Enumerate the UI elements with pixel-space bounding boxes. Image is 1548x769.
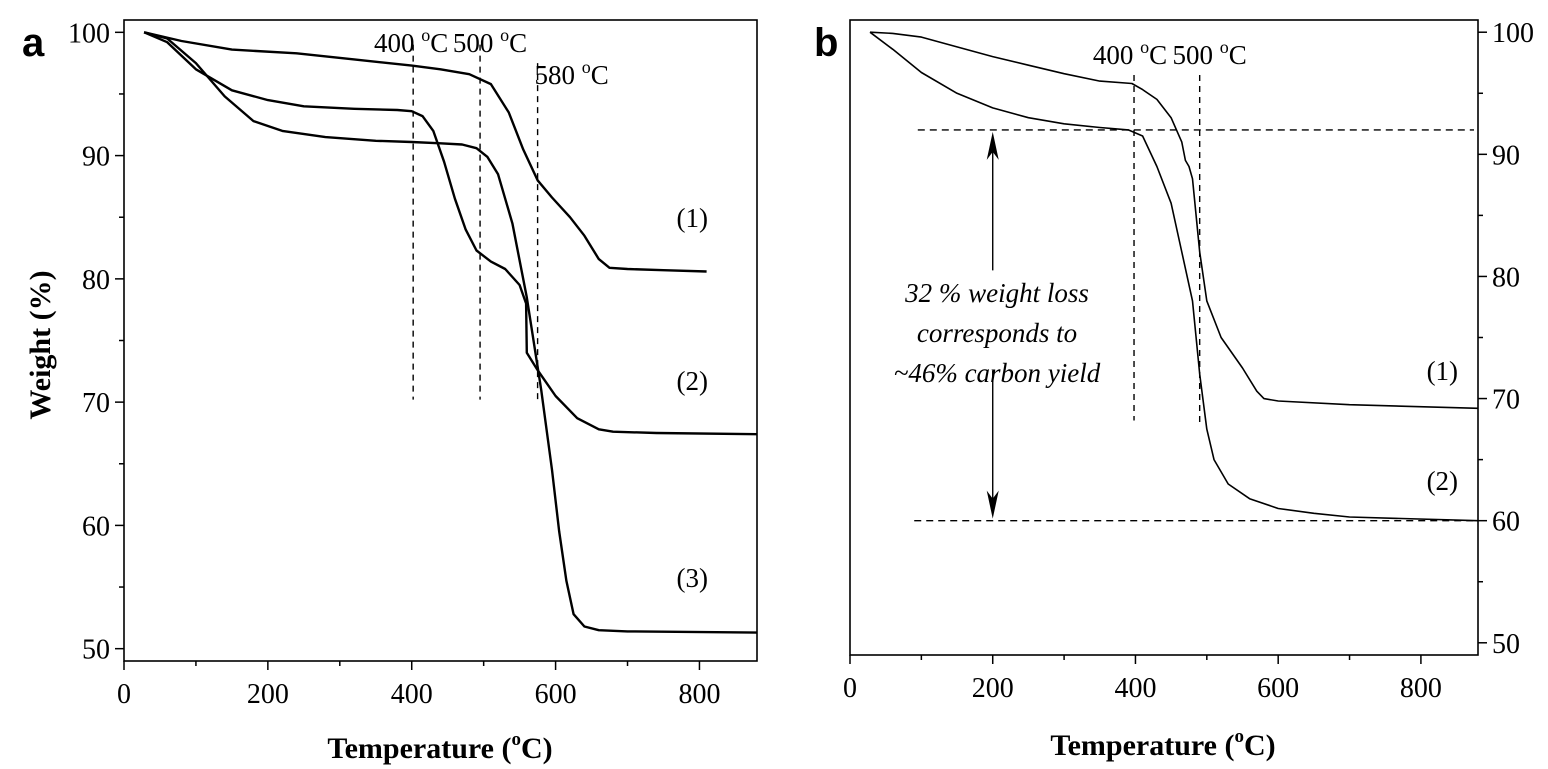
series-label: (2) (1427, 466, 1458, 496)
series-group-a (143, 31, 758, 634)
temperature-guide-label: 400 oC (374, 25, 448, 58)
y-tick-label: 60 (82, 511, 110, 542)
weight-loss-note-line-1: 32 % weight loss (904, 278, 1089, 308)
weight-loss-note-line-3: ~46% carbon yield (894, 358, 1101, 388)
series-label: (3) (677, 563, 708, 593)
y-tick-label: 90 (1492, 140, 1520, 171)
y-tick-label: 50 (1492, 629, 1520, 660)
panel-a: a 0 200 400 600 800 50 60 70 80 90 100 400 oC 500 o… (22, 18, 758, 765)
panel-b: b 0 200 400 600 800 50 60 70 80 90 100 400 oC 500 o… (814, 18, 1534, 762)
temperature-guide-label: 500 oC (453, 25, 527, 58)
weight-loss-note-line-2: corresponds to (917, 318, 1077, 348)
x-tick-label: 200 (247, 679, 289, 710)
y-tick-label: 60 (1492, 507, 1520, 538)
weight-loss-arrow (986, 131, 999, 519)
y-tick-label: 50 (82, 635, 110, 666)
axis-ticks-b: 0 200 400 600 800 50 60 70 80 90 100 (843, 18, 1534, 704)
arrow-head-up (986, 131, 999, 160)
axis-ticks-a: 0 200 400 600 800 50 60 70 80 90 100 (68, 18, 720, 710)
series-label: (2) (677, 366, 708, 396)
series-label: (1) (1427, 356, 1458, 386)
x-tick-label: 200 (972, 673, 1014, 704)
temperature-guide-label: 500 oC (1173, 37, 1247, 70)
x-tick-label: 800 (1400, 673, 1442, 704)
temperature-guide-label: 580 oC (534, 57, 608, 90)
x-tick-label: 400 (1114, 673, 1156, 704)
y-tick-label: 70 (1492, 385, 1520, 416)
x-tick-label: 400 (391, 679, 433, 710)
x-tick-label: 0 (843, 673, 857, 704)
panel-letter-b: b (814, 21, 838, 65)
y-tick-label: 100 (1492, 18, 1534, 49)
y-axis-title-a: Weight (%) (24, 270, 57, 419)
series-line (869, 31, 1479, 410)
panel-letter-a: a (22, 21, 45, 65)
y-tick-label: 80 (82, 265, 110, 296)
x-tick-label: 0 (117, 679, 131, 710)
series-line (143, 31, 758, 634)
horizontal-guides-b (914, 129, 1474, 522)
x-axis-title-a: Temperature (oC) (327, 729, 552, 765)
y-tick-label: 100 (68, 18, 110, 49)
series-labels-b: (1) (2) (1427, 356, 1458, 496)
series-group-b (869, 31, 1479, 522)
series-line (143, 31, 758, 436)
x-tick-label: 800 (678, 679, 720, 710)
y-tick-label: 90 (82, 142, 110, 173)
series-line (869, 31, 1479, 522)
series-line (143, 31, 707, 273)
temperature-guide-label: 400 oC (1093, 37, 1167, 70)
y-tick-label: 70 (82, 388, 110, 419)
series-labels-a: (1) (2) (3) (677, 203, 708, 593)
arrow-head-down (986, 490, 999, 519)
x-tick-label: 600 (535, 679, 577, 710)
y-tick-label: 80 (1492, 262, 1520, 293)
series-label: (1) (677, 203, 708, 233)
x-axis-title-b: Temperature (oC) (1050, 726, 1275, 762)
x-tick-label: 600 (1257, 673, 1299, 704)
